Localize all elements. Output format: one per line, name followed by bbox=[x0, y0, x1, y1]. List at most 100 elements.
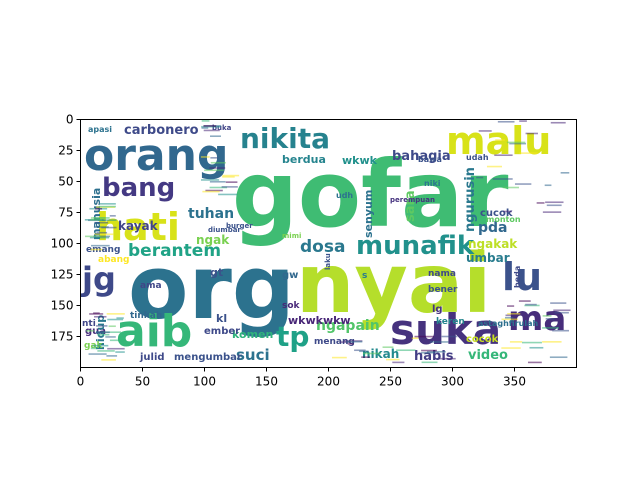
x-tick-label: 150 bbox=[255, 375, 278, 389]
x-tick-label: 250 bbox=[379, 375, 402, 389]
cloud-word: menang bbox=[314, 337, 355, 347]
tiny-word-speck bbox=[94, 221, 109, 224]
tiny-word-speck bbox=[552, 329, 570, 332]
cloud-word: pda bbox=[478, 220, 508, 236]
y-tick-label: 25 bbox=[58, 144, 73, 158]
tiny-word-speck bbox=[362, 352, 382, 355]
cloud-word: nyai bbox=[296, 237, 491, 332]
tiny-word-speck bbox=[478, 130, 492, 132]
tiny-word-speck bbox=[102, 331, 122, 334]
tiny-word-speck bbox=[441, 335, 458, 338]
tiny-word-speck bbox=[340, 341, 352, 343]
tiny-word-speck bbox=[495, 139, 505, 141]
tiny-word-speck bbox=[222, 174, 240, 177]
tiny-word-speck bbox=[222, 176, 235, 178]
cloud-word: malu bbox=[446, 119, 551, 163]
tiny-word-speck bbox=[93, 235, 111, 238]
tiny-word-speck bbox=[439, 357, 456, 360]
tiny-word-speck bbox=[544, 184, 552, 187]
tiny-word-speck bbox=[101, 226, 117, 229]
cloud-word: wkwkwkw bbox=[288, 314, 351, 327]
tiny-word-speck bbox=[108, 325, 116, 328]
cloud-word: dosa bbox=[300, 237, 345, 257]
tiny-word-speck bbox=[550, 121, 566, 124]
cloud-word: niki bbox=[424, 179, 441, 188]
x-tick-label: 200 bbox=[317, 375, 340, 389]
cloud-word: udah bbox=[466, 153, 489, 162]
tiny-word-speck bbox=[96, 333, 110, 336]
tiny-word-speck bbox=[96, 325, 108, 327]
tiny-word-speck bbox=[501, 318, 518, 321]
tiny-word-speck bbox=[542, 327, 559, 329]
cloud-word: sara bbox=[403, 190, 418, 222]
tiny-word-speck bbox=[382, 346, 394, 348]
tiny-word-speck bbox=[486, 165, 502, 168]
tiny-words-layer bbox=[84, 120, 571, 364]
y-tick-label: 50 bbox=[58, 175, 73, 189]
tiny-word-speck bbox=[99, 203, 116, 205]
tiny-word-speck bbox=[522, 341, 542, 344]
cloud-word: bang bbox=[102, 173, 175, 203]
tiny-word-speck bbox=[503, 210, 512, 213]
tiny-word-speck bbox=[209, 180, 226, 183]
tiny-word-speck bbox=[421, 349, 437, 352]
tiny-word-speck bbox=[84, 235, 101, 238]
tiny-word-speck bbox=[519, 120, 527, 122]
cloud-word: kayak bbox=[118, 219, 159, 233]
tiny-word-speck bbox=[90, 218, 103, 221]
cloud-word: tuhan bbox=[188, 206, 234, 222]
tiny-word-speck bbox=[90, 347, 98, 350]
y-tick-label: 175 bbox=[51, 330, 74, 344]
tiny-word-speck bbox=[536, 202, 545, 204]
tiny-word-speck bbox=[494, 154, 513, 157]
tiny-word-speck bbox=[386, 358, 400, 361]
tiny-word-speck bbox=[542, 341, 562, 343]
cloud-word: tp bbox=[276, 320, 309, 353]
cloud-word: burger bbox=[226, 222, 253, 230]
tiny-word-speck bbox=[97, 219, 117, 221]
tiny-word-speck bbox=[509, 341, 523, 343]
cloud-word: berdua bbox=[282, 153, 326, 166]
plot-background bbox=[81, 120, 577, 368]
cloud-word: udh bbox=[336, 191, 353, 200]
tiny-word-speck bbox=[200, 156, 210, 158]
cloud-word: cucok bbox=[480, 208, 513, 219]
cloud-word: gua bbox=[85, 326, 106, 337]
tiny-word-speck bbox=[542, 315, 552, 317]
tiny-word-speck bbox=[476, 176, 484, 179]
tiny-word-speck bbox=[527, 361, 542, 364]
tiny-word-speck bbox=[426, 350, 446, 353]
cloud-word: sok bbox=[282, 301, 301, 311]
tiny-word-speck bbox=[89, 313, 104, 315]
cloud-word: gw bbox=[282, 270, 298, 281]
tiny-word-speck bbox=[115, 351, 125, 353]
cloud-word: apasi bbox=[88, 125, 112, 134]
cloud-word: carbonero bbox=[124, 123, 199, 138]
tiny-word-speck bbox=[518, 300, 531, 302]
cloud-word: abang bbox=[98, 255, 129, 265]
cloud-word: org bbox=[128, 236, 295, 339]
tiny-word-speck bbox=[345, 340, 363, 343]
tiny-word-speck bbox=[93, 226, 109, 228]
x-tick-label: 300 bbox=[441, 375, 464, 389]
tiny-word-speck bbox=[501, 347, 521, 349]
cloud-word: bener bbox=[428, 285, 458, 295]
tiny-word-speck bbox=[116, 317, 124, 319]
y-tick-label: 100 bbox=[51, 237, 74, 251]
cloud-word: buka bbox=[212, 124, 232, 132]
cloud-word: wkwk bbox=[342, 154, 378, 167]
tiny-word-speck bbox=[109, 339, 124, 342]
tiny-word-speck bbox=[202, 190, 220, 193]
cloud-word: ember bbox=[204, 326, 240, 337]
cloud-word: mengumbar bbox=[174, 352, 242, 363]
tiny-word-speck bbox=[420, 351, 435, 354]
tiny-word-speck bbox=[200, 179, 220, 181]
tiny-word-speck bbox=[209, 186, 228, 189]
y-tick-label: 150 bbox=[51, 299, 74, 313]
cloud-word: ngapain bbox=[316, 318, 380, 334]
tiny-word-speck bbox=[546, 204, 562, 207]
tiny-word-speck bbox=[506, 141, 526, 144]
tiny-word-speck bbox=[502, 186, 519, 189]
tiny-word-speck bbox=[107, 347, 125, 350]
tiny-word-speck bbox=[504, 316, 514, 319]
